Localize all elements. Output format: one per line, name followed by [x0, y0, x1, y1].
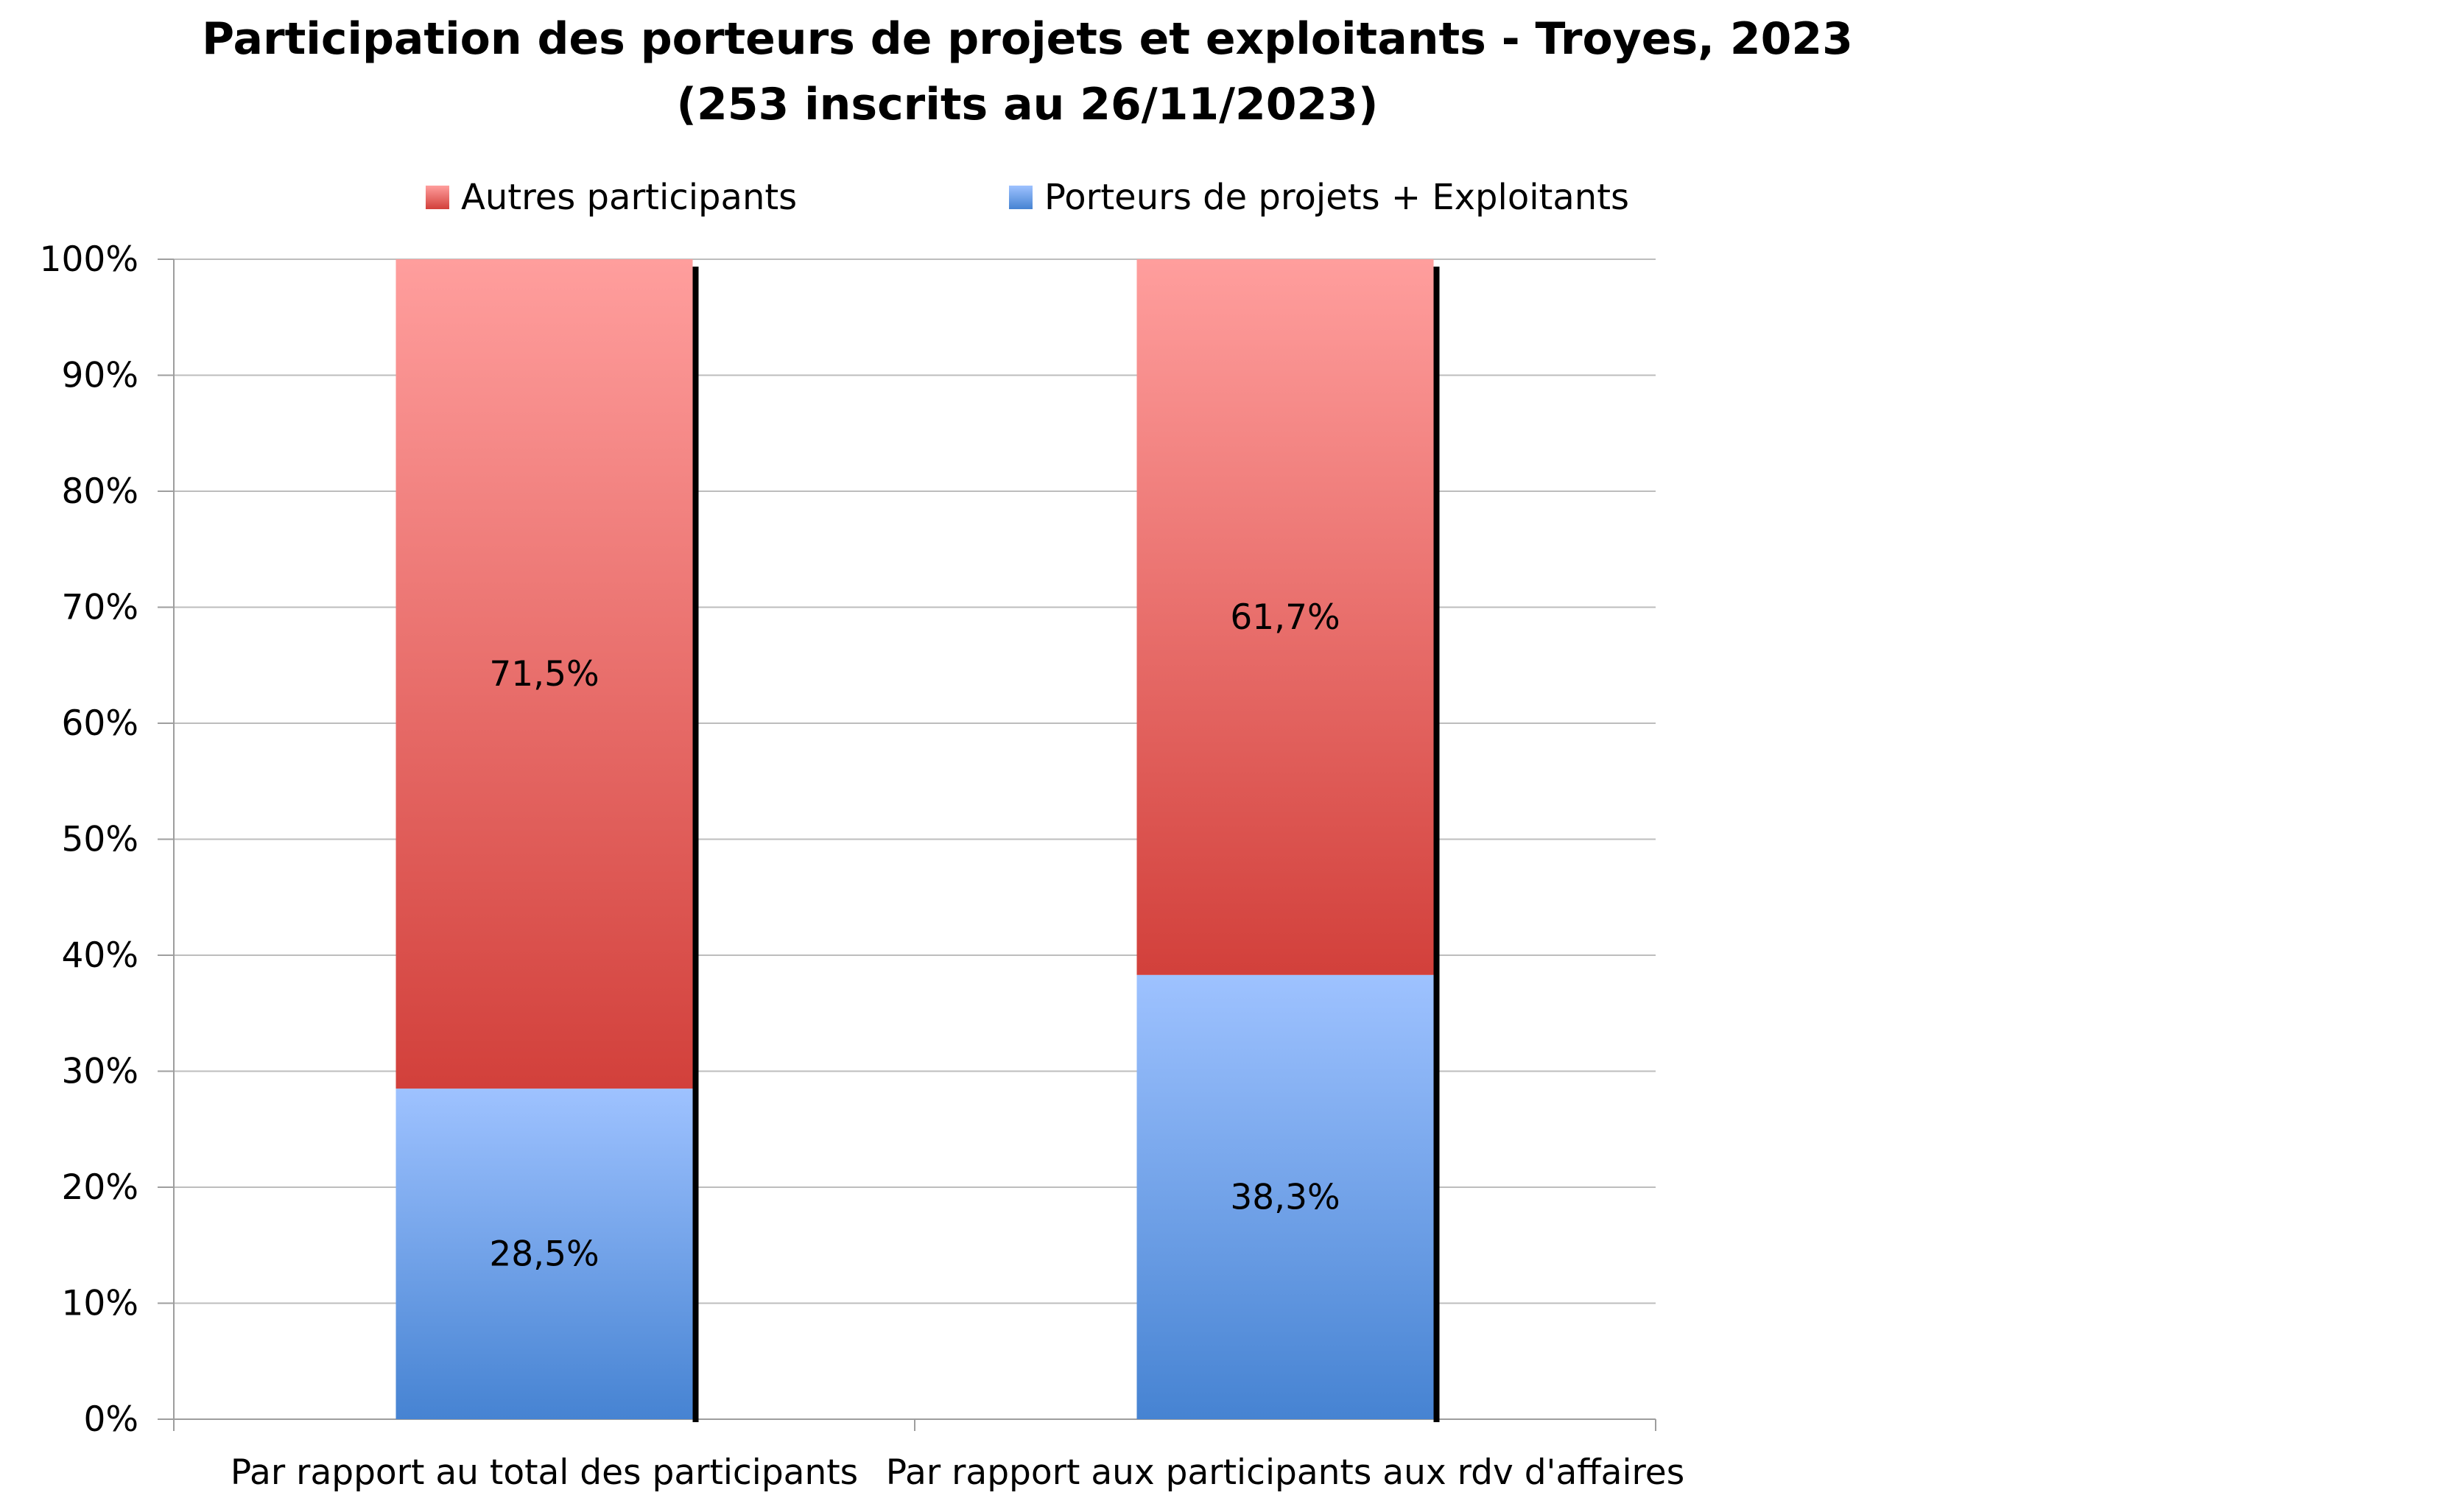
legend-label: Porteurs de projets + Exploitants: [1044, 177, 1629, 218]
data-label-autres-participants-1: 71,5%: [489, 654, 599, 695]
bars: [395, 259, 1440, 1422]
data-label-porteurs-de-projets-exploitants-2: 38,3%: [1230, 1177, 1340, 1217]
legend-item-porteurs-de-projets-exploitants: Porteurs de projets + Exploitants: [1009, 177, 1629, 218]
legend-label: Autres participants: [461, 177, 797, 218]
bar-autres-participants-2: [1136, 259, 1434, 975]
legend-swatch: [1009, 186, 1033, 209]
chart-title: Participation des porteurs de projets et…: [202, 13, 1853, 65]
y-tick-label: 0%: [83, 1399, 138, 1440]
data-label-autres-participants-2: 61,7%: [1230, 597, 1340, 638]
y-tick-label: 90%: [62, 356, 138, 396]
bar-porteurs-de-projets-exploitants-2: [1136, 974, 1434, 1419]
y-tick-label: 80%: [62, 471, 138, 512]
bar-shadow-edge: [1433, 267, 1440, 1422]
y-tick-label: 60%: [62, 703, 138, 744]
y-tick-label: 50%: [62, 820, 138, 860]
y-tick-label: 100%: [40, 239, 138, 280]
y-tick-label: 20%: [62, 1167, 138, 1208]
bar-shadow-edge: [692, 267, 699, 1422]
chart-subtitle: (253 inscrits au 26/11/2023): [677, 79, 1379, 130]
data-labels: 28,5% 71,5% 38,3% 61,7%: [489, 597, 1340, 1275]
legend-item-autres-participants: Autres participants: [426, 177, 797, 218]
data-label-porteurs-de-projets-exploitants-1: 28,5%: [489, 1234, 599, 1275]
axes: 0% 10% 20% 30% 40% 50% 60% 70% 80% 90% 100% Par rap…: [40, 239, 1685, 1493]
y-tick-label: 10%: [62, 1284, 138, 1324]
legend: Autres participants Porteurs de projets +…: [426, 177, 1629, 218]
y-tick-label: 70%: [62, 588, 138, 628]
legend-swatch: [426, 186, 449, 209]
y-tick-label: 30%: [62, 1052, 138, 1092]
bar-porteurs-de-projets-exploitants-1: [395, 1089, 693, 1419]
x-category-label: Par rapport aux participants aux rdv d'a…: [886, 1452, 1684, 1493]
x-category-label: Par rapport au total des participants: [231, 1452, 858, 1493]
bar-autres-participants-1: [395, 259, 693, 1089]
y-tick-label: 40%: [62, 935, 138, 976]
